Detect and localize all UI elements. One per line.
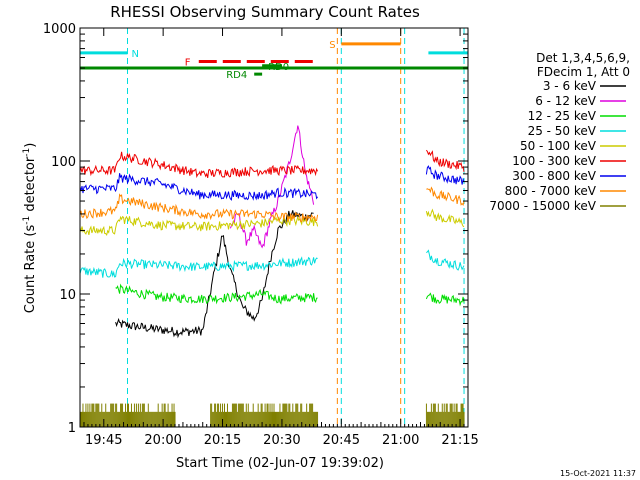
series-layer: [79, 125, 465, 427]
y-tick-label-2: 100: [51, 155, 76, 170]
x-tick-label-6: 21:15: [441, 433, 478, 448]
annotation-label-2: S: [329, 40, 335, 51]
chart-title: RHESSI Observing Summary Count Rates: [110, 3, 420, 21]
legend-entry-5: 100 - 300 keV: [512, 154, 596, 168]
legend: Det 1,3,4,5,6,9,FDecim 1, Att 03 - 6 keV…: [489, 51, 630, 213]
plot-frame: [79, 27, 469, 428]
annotation-label-5: RD4: [226, 70, 247, 81]
series-0-line: [115, 210, 314, 339]
legend-entry-0: 3 - 6 keV: [543, 79, 597, 93]
y-axis-label-tail: detector: [23, 156, 38, 216]
series-5-line: [79, 149, 465, 179]
annotation-label-0: N: [132, 49, 139, 60]
legend-entry-3: 25 - 50 keV: [528, 124, 597, 138]
x-tick-label-2: 20:15: [204, 433, 241, 448]
y-axis-label-sup2: -1: [22, 148, 32, 157]
legend-entry-2: 12 - 25 keV: [528, 109, 597, 123]
annotation-layer: NSFRD0RD4: [80, 40, 468, 81]
series-2-line: [115, 283, 465, 307]
series-3: [79, 249, 465, 278]
series-7: [79, 186, 465, 223]
y-tick-label-0: 1: [68, 421, 76, 436]
x-tick-label-4: 20:45: [323, 433, 360, 448]
x-axis-label: Start Time (02-Jun-07 19:39:02): [176, 456, 384, 471]
series-8: [79, 403, 465, 427]
legend-entry-8: 7000 - 15000 keV: [489, 199, 596, 213]
x-tick-label-1: 20:00: [144, 433, 181, 448]
legend-entry-1: 6 - 12 keV: [535, 94, 597, 108]
legend-entry-7: 800 - 7000 keV: [505, 184, 597, 198]
x-axis: 19:45 20:00 20:15 20:30 20:45 21:00 21:15: [83, 28, 479, 448]
y-tick-label-3: 1000: [43, 22, 76, 37]
y-tick-label-1: 10: [59, 288, 76, 303]
series-0: [115, 210, 314, 339]
series-1-line: [229, 125, 315, 249]
series-3-line: [79, 249, 465, 278]
x-tick-label-5: 21:00: [382, 433, 419, 448]
series-7-line: [79, 186, 465, 223]
boundary-lines: [79, 28, 465, 427]
y-axis-label-close: ): [23, 143, 38, 148]
y-axis-label: Count Rate (s-1 detector-1): [22, 143, 38, 314]
series-6-line: [79, 165, 465, 201]
legend-header-1: FDecim 1, Att 0: [537, 65, 630, 79]
x-tick-label-0: 19:45: [85, 433, 122, 448]
annotation-label-3: F: [185, 57, 191, 68]
footer-timestamp: 15-Oct-2021 11:37: [560, 469, 636, 478]
series-5: [79, 149, 465, 179]
series-2: [115, 283, 465, 307]
legend-entry-4: 50 - 100 keV: [520, 139, 597, 153]
y-axis-label-sup: -1: [22, 216, 32, 225]
series-1: [229, 125, 315, 249]
series-6: [79, 165, 465, 201]
legend-entry-6: 300 - 800 keV: [512, 169, 596, 183]
x-tick-label-3: 20:30: [263, 433, 300, 448]
y-axis-label-main: Count Rate (s: [23, 225, 38, 314]
y-axis: 1 10 100 1000: [43, 22, 468, 436]
legend-header-0: Det 1,3,4,5,6,9,: [536, 51, 630, 65]
